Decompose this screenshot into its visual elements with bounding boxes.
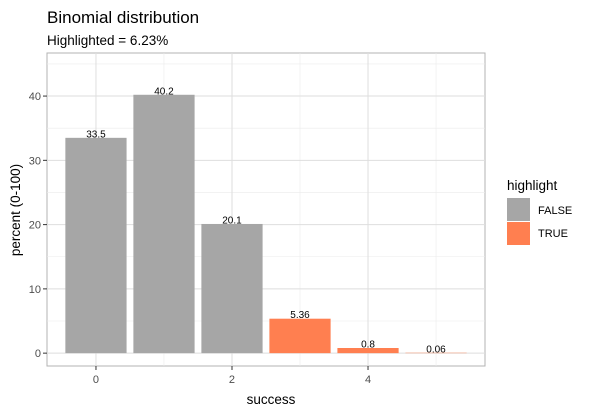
bar-value-label-2: 20.1 bbox=[222, 215, 242, 226]
bar-labels: 33.5 40.2 20.1 5.36 0.8 0.06 bbox=[86, 86, 446, 355]
x-tick-label: 2 bbox=[229, 374, 235, 386]
y-axis-title: percent (0-100) bbox=[8, 164, 23, 256]
bar-success-1 bbox=[133, 94, 195, 354]
y-tick-label: 0 bbox=[35, 348, 41, 360]
bar-success-2 bbox=[201, 223, 263, 354]
legend: highlight FALSE TRUE bbox=[507, 178, 572, 245]
bar-success-3 bbox=[269, 318, 331, 354]
bar-value-label-5: 0.06 bbox=[426, 344, 446, 355]
bars bbox=[65, 94, 467, 354]
x-tick-label: 0 bbox=[93, 374, 99, 386]
legend-label-false: FALSE bbox=[538, 205, 572, 217]
y-tick-label: 30 bbox=[29, 155, 41, 167]
legend-label-true: TRUE bbox=[538, 228, 568, 240]
y-tick-label: 40 bbox=[29, 91, 41, 103]
legend-swatch-false bbox=[507, 198, 530, 221]
legend-swatch-true bbox=[507, 222, 530, 245]
bar-value-label-3: 5.36 bbox=[290, 310, 310, 321]
x-axis-ticks: 0 2 4 bbox=[93, 366, 371, 386]
chart-subtitle: Highlighted = 6.23% bbox=[47, 33, 168, 48]
y-tick-label: 10 bbox=[29, 284, 41, 296]
bar-success-4 bbox=[337, 348, 399, 354]
bar-value-label-4: 0.8 bbox=[361, 340, 375, 351]
bar-value-label-1: 40.2 bbox=[154, 86, 174, 97]
y-tick-label: 20 bbox=[29, 220, 41, 232]
x-tick-label: 4 bbox=[365, 374, 371, 386]
legend-title: highlight bbox=[507, 178, 558, 193]
plot-panel-border bbox=[46, 52, 486, 367]
x-axis-title: success bbox=[247, 392, 296, 407]
bar-value-label-0: 33.5 bbox=[86, 129, 106, 140]
bar-success-0 bbox=[65, 137, 127, 354]
chart-title: Binomial distribution bbox=[47, 8, 199, 27]
y-axis-ticks: 0 10 20 30 40 bbox=[29, 91, 47, 360]
